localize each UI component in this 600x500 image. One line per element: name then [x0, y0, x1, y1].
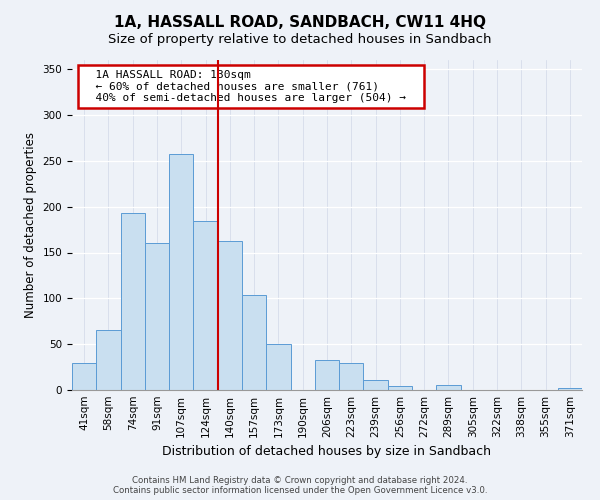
- Bar: [72, 362, 96, 390]
- Y-axis label: Number of detached properties: Number of detached properties: [24, 132, 37, 318]
- Text: Contains HM Land Registry data © Crown copyright and database right 2024.
Contai: Contains HM Land Registry data © Crown c…: [113, 476, 487, 495]
- Text: 1A, HASSALL ROAD, SANDBACH, CW11 4HQ: 1A, HASSALL ROAD, SANDBACH, CW11 4HQ: [114, 15, 486, 30]
- Text: Size of property relative to detached houses in Sandbach: Size of property relative to detached ho…: [108, 32, 492, 46]
- Bar: [242, 294, 266, 390]
- Bar: [364, 380, 388, 390]
- Bar: [388, 386, 412, 390]
- Bar: [558, 388, 582, 390]
- Text: 1A HASSALL ROAD: 130sqm
  ← 60% of detached houses are smaller (761)
  40% of se: 1A HASSALL ROAD: 130sqm ← 60% of detache…: [82, 70, 420, 103]
- Bar: [96, 330, 121, 390]
- Bar: [436, 386, 461, 390]
- Bar: [266, 344, 290, 390]
- Bar: [121, 213, 145, 390]
- Bar: [315, 360, 339, 390]
- Bar: [169, 154, 193, 390]
- Bar: [145, 244, 169, 390]
- Bar: [339, 362, 364, 390]
- Bar: [193, 222, 218, 390]
- Bar: [218, 240, 242, 390]
- X-axis label: Distribution of detached houses by size in Sandbach: Distribution of detached houses by size …: [163, 446, 491, 458]
